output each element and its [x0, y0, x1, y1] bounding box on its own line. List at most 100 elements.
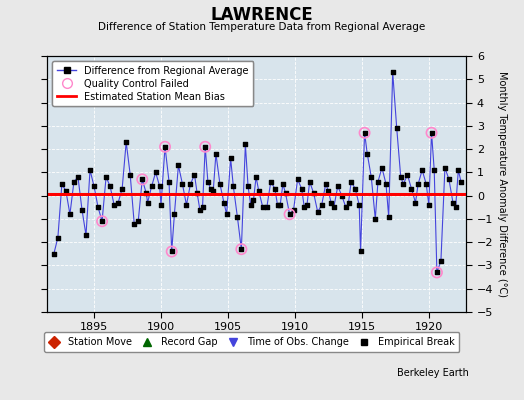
Point	[388, 69, 397, 76]
Point	[186, 181, 194, 187]
Point	[94, 204, 102, 210]
Point	[50, 251, 58, 257]
Point	[441, 164, 449, 171]
Point	[356, 248, 365, 255]
Point	[118, 186, 126, 192]
Point	[144, 200, 152, 206]
Point	[267, 178, 275, 185]
Point	[430, 167, 439, 173]
Point	[318, 202, 326, 208]
Text: LAWRENCE: LAWRENCE	[211, 6, 313, 24]
Point	[433, 269, 441, 276]
Point	[403, 172, 412, 178]
Text: Berkeley Earth: Berkeley Earth	[397, 368, 469, 378]
Point	[110, 202, 118, 208]
Point	[351, 186, 359, 192]
Point	[233, 213, 242, 220]
Point	[428, 130, 436, 136]
Point	[457, 178, 465, 185]
Point	[226, 155, 235, 162]
Point	[74, 174, 82, 180]
Point	[142, 190, 150, 196]
Point	[378, 164, 386, 171]
Point	[151, 169, 160, 176]
Point	[310, 190, 318, 196]
Legend: Station Move, Record Gap, Time of Obs. Change, Empirical Break: Station Move, Record Gap, Time of Obs. C…	[43, 332, 460, 352]
Point	[397, 174, 405, 180]
Point	[255, 188, 263, 194]
Point	[363, 150, 372, 157]
Point	[361, 130, 369, 136]
Point	[355, 202, 364, 208]
Point	[428, 130, 436, 136]
Point	[322, 181, 330, 187]
Y-axis label: Monthly Temperature Anomaly Difference (°C): Monthly Temperature Anomaly Difference (…	[497, 71, 507, 297]
Point	[174, 162, 182, 168]
Point	[399, 181, 408, 187]
Point	[90, 183, 98, 190]
Point	[334, 183, 342, 190]
Point	[241, 141, 249, 148]
Point	[361, 130, 369, 136]
Point	[147, 183, 156, 190]
Point	[134, 218, 143, 224]
Point	[198, 204, 206, 210]
Point	[342, 204, 350, 210]
Point	[126, 172, 134, 178]
Point	[156, 183, 164, 190]
Text: Difference of Station Temperature Data from Regional Average: Difference of Station Temperature Data f…	[99, 22, 425, 32]
Point	[445, 176, 453, 182]
Point	[138, 176, 146, 182]
Point	[82, 232, 90, 238]
Point	[182, 202, 191, 208]
Point	[305, 178, 314, 185]
Point	[216, 181, 224, 187]
Point	[222, 211, 231, 218]
Point	[337, 192, 346, 199]
Point	[98, 218, 106, 224]
Point	[106, 183, 114, 190]
Point	[281, 190, 290, 196]
Point	[102, 174, 110, 180]
Point	[271, 186, 279, 192]
Point	[411, 200, 420, 206]
Point	[237, 246, 246, 252]
Point	[392, 125, 401, 131]
Point	[58, 181, 66, 187]
Point	[418, 167, 427, 173]
Point	[201, 144, 210, 150]
Point	[98, 218, 106, 224]
Point	[422, 181, 430, 187]
Point	[130, 220, 138, 227]
Point	[220, 200, 228, 206]
Point	[414, 181, 422, 187]
Point	[276, 202, 285, 208]
Point	[424, 202, 433, 208]
Legend: Difference from Regional Average, Quality Control Failed, Estimated Station Mean: Difference from Regional Average, Qualit…	[52, 61, 254, 106]
Point	[259, 204, 267, 210]
Point	[70, 178, 78, 185]
Point	[433, 269, 441, 276]
Point	[367, 174, 376, 180]
Point	[274, 202, 282, 208]
Point	[452, 204, 460, 210]
Point	[193, 190, 201, 196]
Point	[190, 172, 199, 178]
Point	[382, 181, 390, 187]
Point	[206, 186, 215, 192]
Point	[289, 206, 298, 213]
Point	[114, 200, 122, 206]
Point	[161, 144, 169, 150]
Point	[168, 248, 176, 255]
Point	[313, 209, 322, 215]
Point	[244, 183, 252, 190]
Point	[286, 211, 294, 218]
Point	[324, 188, 333, 194]
Point	[237, 246, 246, 252]
Point	[246, 202, 255, 208]
Point	[385, 213, 393, 220]
Point	[170, 211, 179, 218]
Point	[157, 202, 165, 208]
Point	[279, 181, 287, 187]
Point	[347, 178, 355, 185]
